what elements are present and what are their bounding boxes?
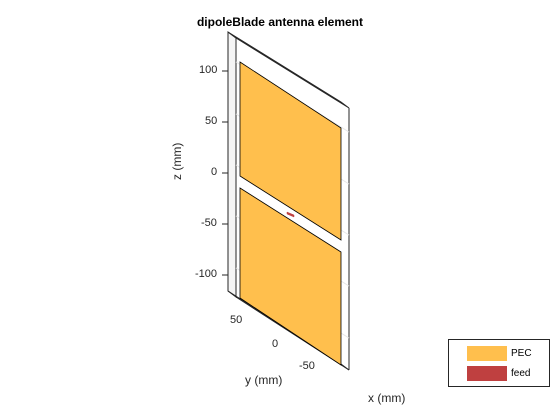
axes-box [227, 31, 350, 371]
x-axis-label: x (mm) [368, 391, 406, 405]
legend: PEC feed [448, 339, 550, 387]
z-tick-label: -100 [195, 268, 218, 280]
back-wall-left [227, 31, 237, 298]
feed-strip [286, 211, 295, 218]
legend-label: feed [511, 368, 531, 379]
feed-swatch [467, 366, 507, 381]
box-edge [340, 363, 350, 371]
z-axis-label: z (mm) [170, 142, 184, 180]
z-tick-label: -50 [201, 217, 217, 229]
legend-label: PEC [511, 348, 532, 359]
z-tick-label: 100 [199, 64, 218, 76]
plot-title: dipoleBlade antenna element [196, 15, 364, 29]
lower-blade [239, 187, 342, 366]
legend-item-pec: PEC [467, 346, 532, 361]
y-tick-label: 50 [230, 314, 243, 326]
z-tick-label: 50 [205, 115, 218, 127]
z-tick-label: 0 [211, 166, 218, 178]
y-tick-label: -50 [299, 360, 315, 372]
z-ticks [222, 70, 228, 276]
legend-item-feed: feed [467, 366, 530, 381]
upper-blade [239, 61, 342, 241]
pec-swatch [467, 346, 507, 361]
y-tick-label: 0 [272, 338, 279, 350]
y-axis-label: y (mm) [245, 373, 283, 387]
